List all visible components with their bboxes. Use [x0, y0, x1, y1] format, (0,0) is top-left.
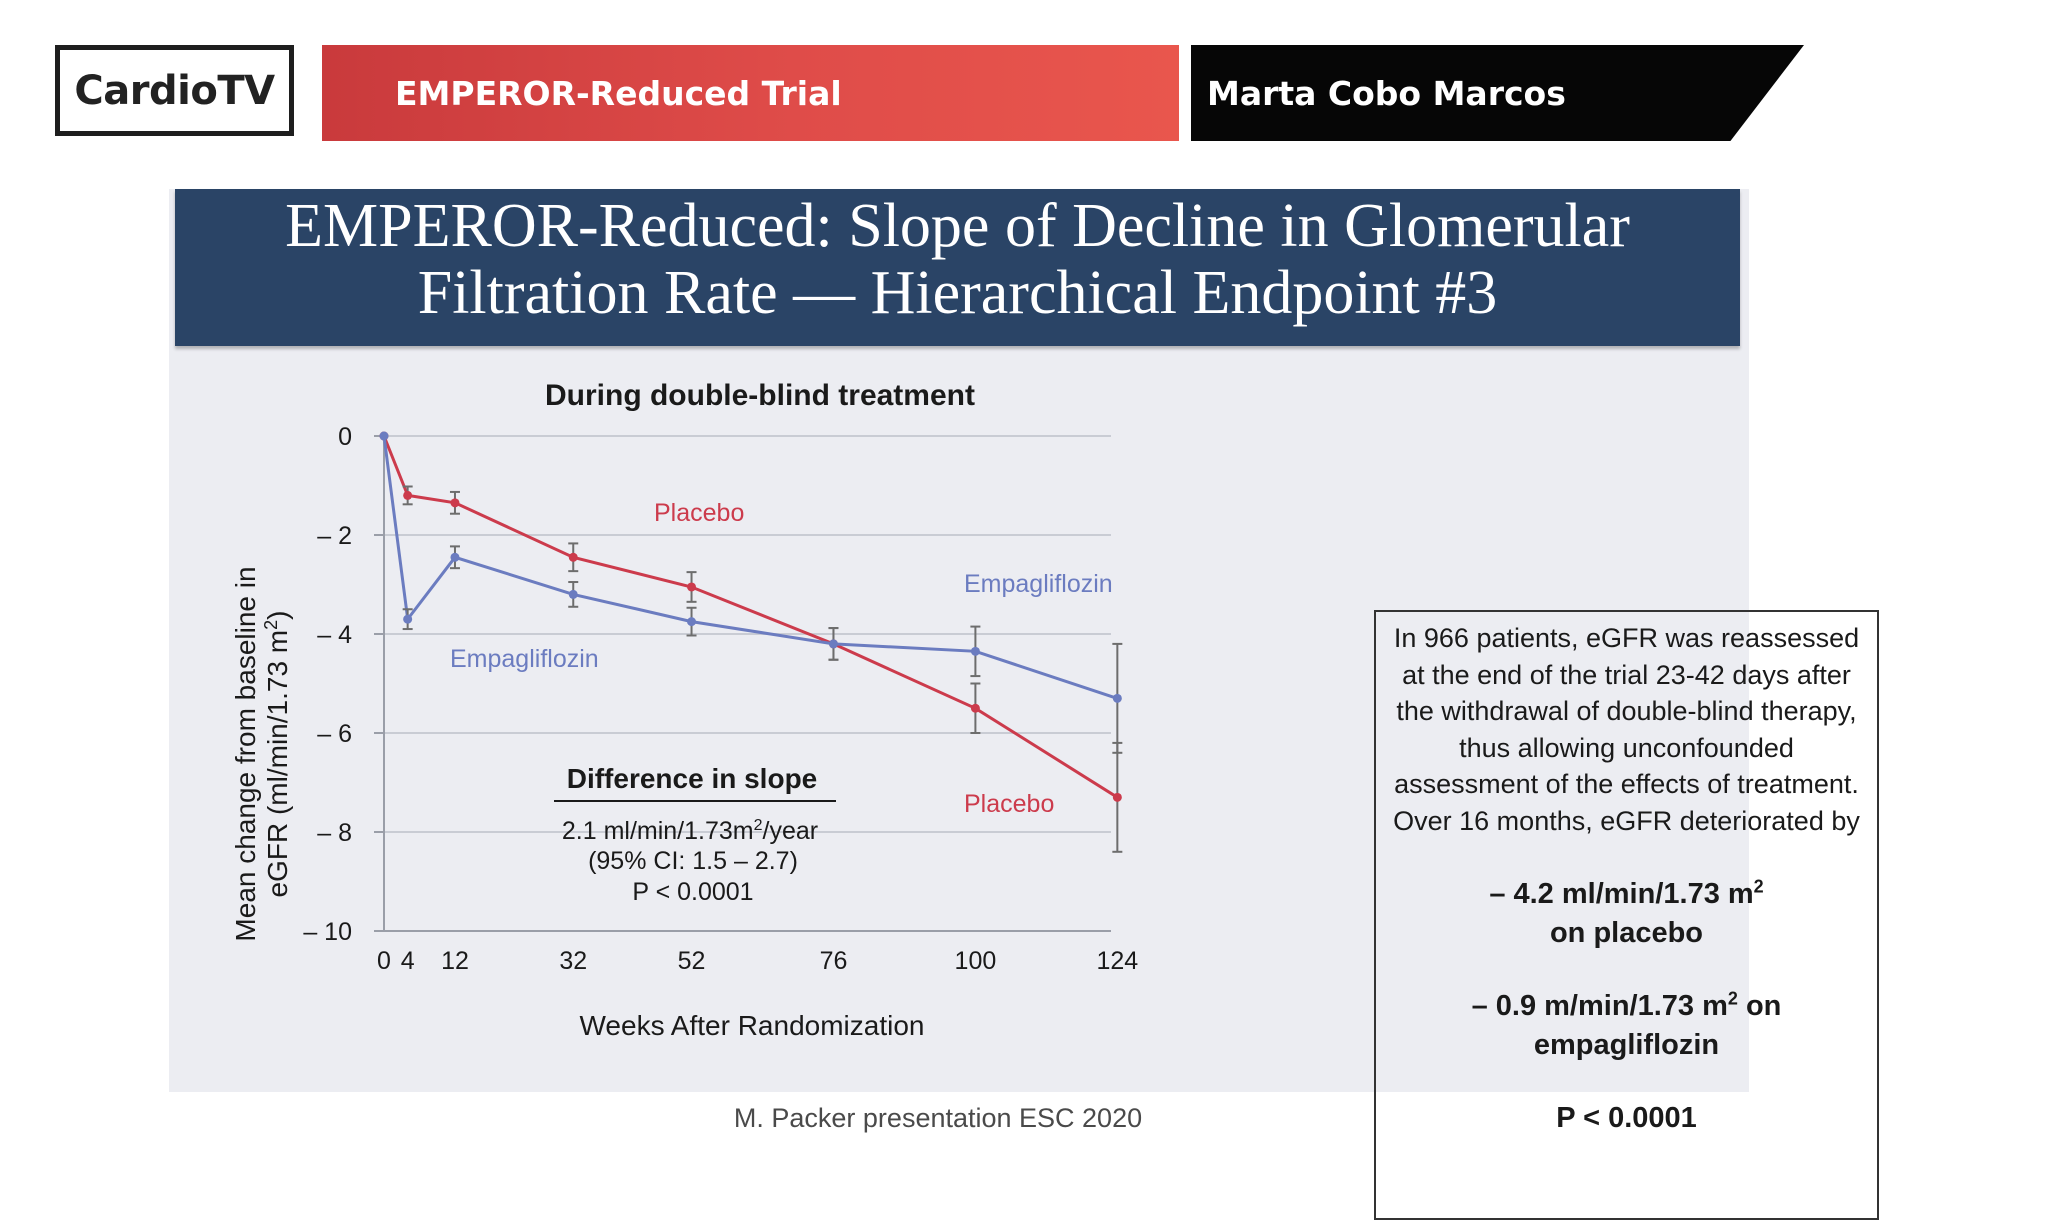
- slope-line1: 2.1 ml/min/1.73m2/year: [562, 817, 818, 845]
- slide: EMPEROR-Reduced: Slope of Decline in Glo…: [169, 189, 1879, 1220]
- y-axis-label: Mean change from baseline in eGFR (ml/mi…: [230, 566, 293, 941]
- y-axis-label-line1: Mean change from baseline in: [230, 566, 261, 941]
- y-axis-ticks: 0 – 2 – 4 – 6 – 8 – 10: [303, 423, 384, 946]
- presenter-name: Marta Cobo Marcos: [1207, 73, 1566, 113]
- x-tick-label: 4: [401, 947, 415, 975]
- y-tick-label: – 8: [317, 819, 352, 847]
- x-tick-label: 12: [441, 947, 469, 975]
- empagliflozin-label-upper: Empagliflozin: [964, 570, 1113, 598]
- slide-title: EMPEROR-Reduced: Slope of Decline in Glo…: [175, 189, 1740, 346]
- empagliflozin-point: [1112, 693, 1122, 703]
- slope-heading: Difference in slope: [567, 763, 818, 794]
- chart-series: [379, 431, 1123, 853]
- empagliflozin-point: [450, 552, 460, 562]
- empagliflozin-point: [828, 639, 838, 649]
- presenter-banner: Marta Cobo Marcos: [1191, 45, 1804, 141]
- placebo-point: [568, 552, 578, 562]
- y-tick-label: – 2: [317, 522, 352, 550]
- placebo-point: [970, 703, 980, 713]
- empagliflozin-label-lower: Empagliflozin: [450, 645, 599, 673]
- chart-axes: [383, 436, 1111, 932]
- egfr-line-chart: During double-blind treatment 0 – 2 – 4 – 6…: [230, 379, 1138, 1041]
- x-tick-label: 124: [1096, 947, 1138, 975]
- placebo-point: [1112, 792, 1122, 802]
- slide-title-line2: Filtration Rate — Hierarchical Endpoint …: [417, 259, 1498, 327]
- info-p-value: P < 0.0001: [1556, 1102, 1697, 1134]
- trial-banner: EMPEROR-Reduced Trial: [322, 45, 1179, 141]
- slope-annotation: Difference in slope 2.1 ml/min/1.73m2/ye…: [554, 763, 836, 906]
- slope-line2: (95% CI: 1.5 – 2.7): [588, 847, 798, 875]
- empagliflozin-decline-label: empagliflozin: [1533, 1029, 1720, 1061]
- x-tick-label: 32: [559, 947, 587, 975]
- x-tick-label: 76: [820, 947, 848, 975]
- placebo-label-lower: Placebo: [964, 790, 1054, 818]
- placebo-decline-label: on placebo: [1549, 917, 1704, 949]
- x-axis-label: Weeks After Randomization: [580, 1010, 925, 1041]
- y-tick-label: – 10: [303, 918, 352, 946]
- placebo-decline-value: – 4.2 ml/min/1.73 m2: [1489, 876, 1764, 910]
- info-paragraph: In 966 patients, eGFR was reassessed at …: [1393, 623, 1860, 836]
- placebo-point: [450, 498, 460, 508]
- placebo-point: [687, 582, 697, 592]
- info-box: In 966 patients, eGFR was reassessed at …: [1374, 610, 1879, 1220]
- x-tick-label: 52: [678, 947, 706, 975]
- placebo-line: [382, 435, 1119, 799]
- empagliflozin-point: [403, 614, 413, 624]
- y-axis-label-line2: eGFR (ml/min/1.73 m2): [261, 611, 293, 898]
- chart-title: During double-blind treatment: [545, 379, 975, 412]
- empagliflozin-point: [687, 617, 697, 627]
- y-tick-label: 0: [338, 423, 352, 451]
- empagliflozin-point: [970, 646, 980, 656]
- cardiotv-logo: CardioTV: [55, 45, 294, 136]
- empagliflozin-series: [379, 431, 1123, 754]
- slope-line3: P < 0.0001: [632, 878, 753, 906]
- y-tick-label: – 6: [317, 720, 352, 748]
- empagliflozin-decline-value: – 0.9 m/min/1.73 m2 on: [1471, 988, 1782, 1022]
- x-tick-label: 0: [377, 947, 391, 975]
- placebo-label-upper: Placebo: [654, 499, 744, 527]
- slide-title-line1: EMPEROR-Reduced: Slope of Decline in Glo…: [285, 192, 1630, 260]
- empagliflozin-line: [382, 435, 1118, 700]
- empagliflozin-point: [379, 431, 389, 441]
- placebo-series: [379, 431, 1123, 853]
- empagliflozin-point: [568, 589, 578, 599]
- series-labels: Placebo Placebo Empagliflozin Empagliflo…: [450, 499, 1113, 818]
- y-tick-label: – 4: [317, 621, 352, 649]
- x-axis-ticks: 0 4 12 32 52 76 100 124: [377, 947, 1138, 975]
- x-tick-label: 100: [955, 947, 997, 975]
- trial-name: EMPEROR-Reduced Trial: [395, 73, 842, 113]
- source-citation: M. Packer presentation ESC 2020: [733, 1103, 1143, 1133]
- placebo-point: [403, 490, 413, 500]
